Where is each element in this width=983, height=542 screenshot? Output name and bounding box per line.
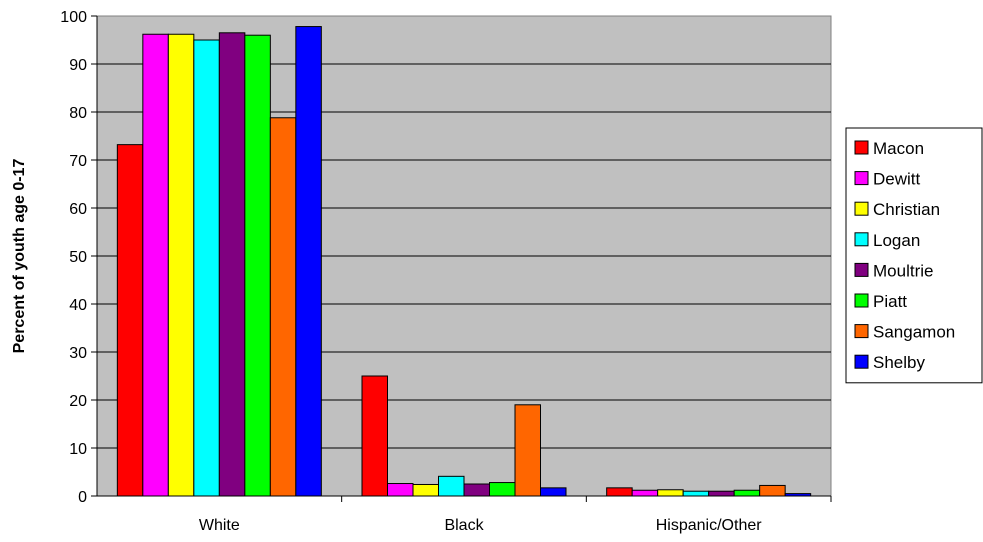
bar-dewitt-hispanicother	[631, 489, 659, 497]
legend-swatch	[854, 293, 869, 308]
legend-swatch	[854, 232, 869, 247]
category-labels: White Black Hispanic/Other	[199, 517, 762, 534]
y-tick-label: 90	[69, 57, 87, 74]
legend-entry-label: Sangamon	[873, 323, 955, 342]
bar-macon-white	[116, 144, 144, 497]
legend-entry-label: Piatt	[873, 292, 907, 311]
y-tick-label: 70	[69, 153, 87, 170]
y-tick-label: 50	[69, 249, 87, 266]
y-tick-label: 0	[78, 489, 87, 506]
bar-shelby-black	[540, 487, 567, 497]
bar-sangamon-white	[269, 117, 297, 497]
y-tick-label: 80	[69, 105, 87, 122]
legend-swatch	[854, 201, 869, 216]
bar-piatt-hispanicother	[733, 489, 761, 497]
bar-dewitt-black	[387, 483, 414, 497]
legend-swatch	[854, 262, 869, 277]
category-label: Hispanic/Other	[656, 517, 762, 534]
legend-entry-label: Christian	[873, 200, 940, 219]
bar-sangamon-hispanicother	[759, 484, 786, 497]
y-tick-label: 20	[69, 393, 87, 410]
axes	[91, 15, 832, 502]
y-tick-label: 30	[69, 345, 87, 362]
bar-macon-hispanicother	[606, 487, 633, 497]
y-tick-label: 100	[60, 9, 87, 26]
bar-christian-white	[167, 33, 195, 497]
y-tick-label: 60	[69, 201, 87, 218]
legend-entry-label: Moultrie	[873, 261, 933, 280]
legend-swatch	[854, 324, 869, 339]
category-label: Black	[444, 517, 484, 534]
category-label: White	[199, 517, 240, 534]
legend-entry-label: Dewitt	[873, 170, 921, 189]
legend-swatch	[854, 354, 869, 369]
y-tick-label: 10	[69, 441, 87, 458]
bar-logan-white	[193, 39, 220, 497]
legend-entry-label: Logan	[873, 231, 920, 250]
legend-entry-label: Shelby	[873, 353, 925, 372]
bar-moultrie-white	[218, 32, 246, 497]
bar-moultrie-black	[463, 483, 490, 497]
bars	[116, 26, 812, 497]
bar-christian-hispanicother	[657, 489, 684, 497]
legend-swatch	[854, 171, 869, 186]
bar-christian-black	[412, 483, 439, 497]
bar-piatt-white	[244, 34, 271, 497]
legend-entry-label: Macon	[873, 139, 924, 158]
legend-box	[845, 127, 983, 384]
legend-swatch	[854, 140, 869, 155]
legend: Macon Dewitt Christian Logan Moultrie Piatt Sa…	[845, 127, 983, 384]
bar-logan-hispanicother	[682, 490, 710, 497]
bar-macon-black	[361, 375, 388, 497]
bar-logan-black	[438, 475, 465, 497]
bar-dewitt-white	[142, 33, 169, 497]
y-tick-labels: 0 10 20 30 40 50 60 70 80 90 100	[60, 9, 87, 506]
bar-piatt-black	[489, 482, 516, 497]
y-axis-title: Percent of youth age 0-17	[11, 159, 28, 354]
bar-shelby-white	[295, 26, 322, 497]
bar-sangamon-black	[514, 404, 541, 497]
y-tick-label: 40	[69, 297, 87, 314]
bar-moultrie-hispanicother	[708, 490, 735, 497]
